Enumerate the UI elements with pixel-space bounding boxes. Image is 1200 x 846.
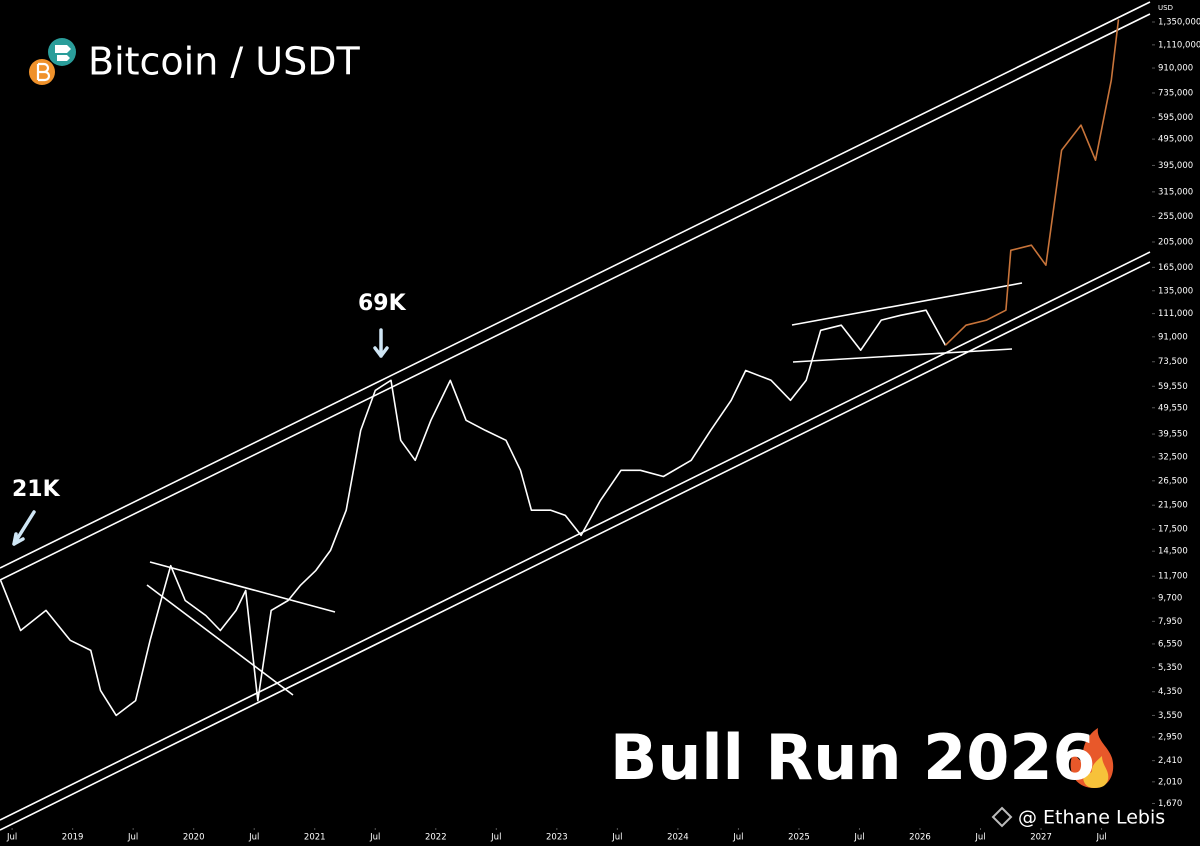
- y-tick-label: 315,000: [1158, 187, 1193, 197]
- y-tick-label: 73,500: [1158, 357, 1188, 367]
- x-tick-label: 2021: [304, 833, 326, 843]
- chart-title: Bitcoin / USDT: [88, 40, 360, 84]
- y-tick-label: 7,950: [1158, 617, 1182, 627]
- price-line: [944, 19, 1120, 346]
- y-tick-label: 11,700: [1158, 572, 1188, 582]
- y-tick-label: 14,500: [1158, 547, 1188, 557]
- logo: [29, 38, 76, 85]
- annotation: 21K: [12, 477, 61, 502]
- x-tick-label: 2020: [183, 833, 205, 843]
- y-tick-label: 495,000: [1158, 135, 1193, 145]
- y-tick-label: 6,550: [1158, 639, 1182, 649]
- channel-line: [0, 261, 1151, 831]
- y-tick-label: 205,000: [1158, 238, 1193, 248]
- watermark-icon: [991, 806, 1013, 828]
- y-tick-label: 395,000: [1158, 161, 1193, 171]
- y-tick-label: 255,000: [1158, 212, 1193, 222]
- x-tick-label: Jul: [732, 833, 743, 843]
- channel-line: [0, 251, 1151, 821]
- bitcoin-icon-mark: [36, 62, 51, 82]
- y-tick-label: 4,350: [1158, 687, 1182, 697]
- channel-line: [0, 13, 1151, 581]
- x-tick-label: 2024: [667, 833, 689, 843]
- pattern-line: [791, 282, 1023, 326]
- x-tick-label: Jul: [1095, 833, 1106, 843]
- y-tick-label: 3,550: [1158, 711, 1182, 721]
- price-line: [0, 309, 947, 717]
- x-tick-label: 2027: [1030, 833, 1052, 843]
- channel: [0, 1, 1151, 831]
- y-tick-label: 9,700: [1158, 594, 1182, 604]
- x-tick-label: Jul: [6, 833, 17, 843]
- y-tick-label: 910,000: [1158, 64, 1193, 74]
- x-tick-label: Jul: [974, 833, 985, 843]
- y-tick-label: 135,000: [1158, 286, 1193, 296]
- x-tick-label: Jul: [127, 833, 138, 843]
- x-tick-label: Jul: [853, 833, 864, 843]
- x-tick-label: Jul: [611, 833, 622, 843]
- arrow: [373, 328, 389, 358]
- y-tick-label: 49,550: [1158, 403, 1188, 413]
- y-tick-label: 21,500: [1158, 501, 1188, 511]
- watermark-diamond: [991, 806, 1013, 828]
- y-tick-label: 59,550: [1158, 382, 1188, 392]
- y-tick-label: 39,550: [1158, 430, 1188, 440]
- x-tick-label: 2026: [909, 833, 931, 843]
- y-tick-label: 1,670: [1158, 799, 1182, 809]
- y-tick-label: 595,000: [1158, 113, 1193, 123]
- x-tick-label: 2022: [425, 833, 447, 843]
- pattern-line: [792, 348, 1013, 363]
- y-tick-label: 2,410: [1158, 756, 1182, 766]
- pattern-line: [146, 584, 294, 696]
- y-tick-label: 17,500: [1158, 525, 1188, 535]
- y-tick-label: 5,350: [1158, 663, 1182, 673]
- x-tick-label: Jul: [369, 833, 380, 843]
- y-tick-label: 111,000: [1158, 309, 1193, 319]
- y-tick-label: 2,950: [1158, 733, 1182, 743]
- y-tick-label: 735,000: [1158, 88, 1193, 98]
- channel-line: [0, 1, 1151, 569]
- flame-icon: [1070, 728, 1114, 788]
- y-tick-label: 165,000: [1158, 263, 1193, 273]
- annotation: @ Ethane Lebis: [1018, 807, 1165, 829]
- y-tick-label: 2,010: [1158, 777, 1182, 787]
- annotation: 69K: [358, 291, 407, 316]
- x-tick-label: 2025: [788, 833, 810, 843]
- y-tick-label: 26,500: [1158, 476, 1188, 486]
- y-tick-label: 1,350,000: [1158, 17, 1200, 27]
- arrow: [12, 510, 36, 546]
- flame-inner: [1083, 756, 1109, 788]
- pattern-line: [149, 561, 336, 613]
- x-tick-label: Jul: [490, 833, 501, 843]
- y-tick-label: 32,500: [1158, 452, 1188, 462]
- exchange-icon-mark: [55, 45, 71, 61]
- x-tick-label: 2023: [546, 833, 568, 843]
- x-tick-label: Jul: [248, 833, 259, 843]
- annotation: Bull Run 2026: [610, 721, 1096, 794]
- x-tick-label: 2019: [62, 833, 84, 843]
- y-tick-label: 1,110,000: [1158, 40, 1200, 50]
- y-axis-label: USD: [1158, 4, 1173, 12]
- y-tick-label: 91,000: [1158, 332, 1188, 342]
